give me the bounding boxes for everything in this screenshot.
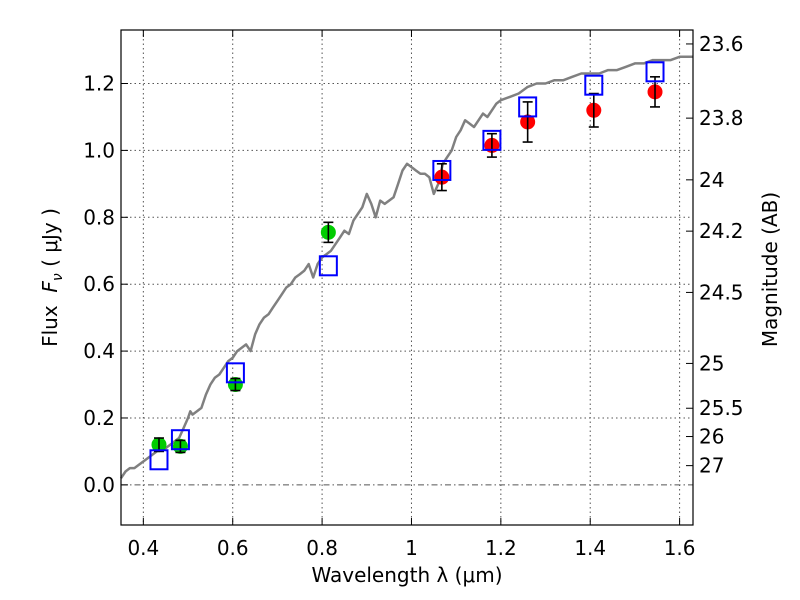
x-axis-title: Wavelength λ (μm) xyxy=(311,563,502,587)
y-tick-label: 1.0 xyxy=(83,138,115,162)
model-photometry-square xyxy=(149,449,169,471)
magnitude-tick-label: 26 xyxy=(699,425,724,449)
y-tick-label: 0.0 xyxy=(83,473,115,497)
y-tick-label: 0.8 xyxy=(83,205,115,229)
x-tick-label: 1.6 xyxy=(664,536,696,560)
magnitude-tick-label: 24.5 xyxy=(699,280,744,304)
model-photometry-square xyxy=(318,255,338,277)
magnitude-tick-label: 24 xyxy=(699,168,724,192)
model-photometry-square xyxy=(584,74,604,96)
x-tick-label: 1.4 xyxy=(574,536,606,560)
x-tick-label: 0.8 xyxy=(306,536,338,560)
y-tick-label: 0.4 xyxy=(83,339,115,363)
photometry-layer xyxy=(149,61,665,471)
magnitude-tick-label: 23.6 xyxy=(699,32,744,56)
model-spectrum-line xyxy=(119,55,693,479)
x-tick-label: 0.6 xyxy=(217,536,249,560)
magnitude-tick-label: 27 xyxy=(699,454,724,478)
magnitude-tick-label: 23.8 xyxy=(699,106,744,130)
y-tick-label: 0.2 xyxy=(83,406,115,430)
model-spectrum-layer xyxy=(119,55,693,479)
model-photometry-square xyxy=(518,96,538,118)
plot-frame xyxy=(120,29,694,526)
y-tick-label: 0.6 xyxy=(83,272,115,296)
model-photometry-square xyxy=(225,362,245,384)
model-photometry-square xyxy=(482,129,502,151)
model-photometry-square xyxy=(645,61,665,83)
y-axis-title: Flux Fν ( μJy ) xyxy=(38,208,66,347)
magnitude-tick-label: 25 xyxy=(699,351,724,375)
model-photometry-square xyxy=(432,159,452,181)
magnitude-tick-label: 25.5 xyxy=(699,396,744,420)
axis-ticks: 0.4 0.6 0.8 1 1.2 1.4 1.6 0.0 0.2 0.4 0.6 0.8 1.0 1.2… xyxy=(83,30,744,560)
x-tick-label: 1.2 xyxy=(485,536,517,560)
magnitude-axis-title: Magnitude (AB) xyxy=(758,192,782,347)
y-tick-label: 1.2 xyxy=(83,72,115,96)
x-tick-label: 0.4 xyxy=(127,536,159,560)
model-photometry-square xyxy=(170,429,190,451)
grid xyxy=(121,30,693,525)
magnitude-tick-label: 24.2 xyxy=(699,219,744,243)
x-tick-label: 1 xyxy=(405,536,418,560)
